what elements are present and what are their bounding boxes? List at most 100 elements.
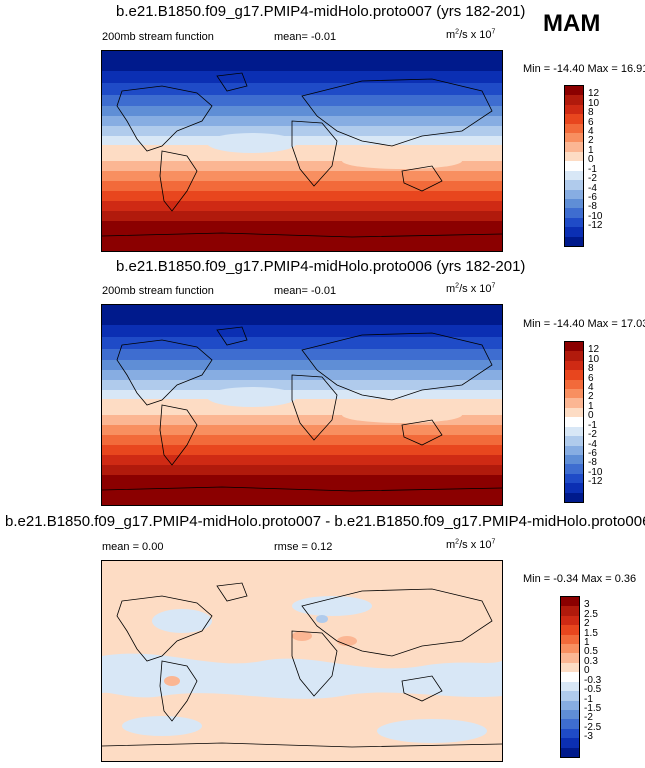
colorbar-tick-label: 0 [588,410,594,422]
colorbar-tick-label: 2 [584,618,590,630]
colorbar-swatch [561,597,579,607]
colorbar-swatch [561,747,579,757]
panel-3-mean-label: mean = 0.00 [102,541,164,553]
colorbar-swatch [565,370,583,380]
colorbar-swatch [561,691,579,701]
colorbar-swatch [561,662,579,673]
panel-3-minmax-label: Min = -0.34 Max = 0.36 [523,573,637,585]
panel-1-variable-label: 200mb stream function [102,31,214,43]
colorbar-swatch [565,342,583,352]
colorbar-swatch [565,217,583,228]
panel-2-coastlines [102,326,502,492]
panel-3-title: b.e21.B1850.f09_g17.PMIP4-midHolo.proto0… [5,513,645,530]
panel-2-variable-label: 200mb stream function [102,285,214,297]
colorbar-swatch [565,104,583,115]
colorbar-swatch [565,161,583,171]
colorbar-swatch [565,189,583,199]
colorbar-tick-label: -12 [588,476,603,488]
panel-1-coastlines [102,72,502,238]
panel-2-map [101,304,503,506]
panel-2-units-label: m2/s x 107 [446,282,496,295]
colorbar-swatch [561,672,579,682]
colorbar-swatch [565,170,583,181]
colorbar-swatch [565,360,583,371]
colorbar-tick-label: 0.5 [584,646,598,658]
season-label: MAM [543,10,601,37]
colorbar-tick-label: 10 [588,97,600,109]
panel-1-units-label: m2/s x 107 [446,28,496,41]
colorbar-tick-label: 0 [588,154,594,166]
colorbar-swatch [561,625,579,635]
colorbar-tick-label: 3 [584,599,590,611]
panel-1-colorbar [564,85,584,247]
panel-3-map [101,560,503,762]
colorbar-swatch [565,398,583,408]
panel-2-minmax-label: Min = -14.40 Max = 17.03 [523,318,645,330]
colorbar-tick-label: -1 [584,693,593,705]
colorbar-swatch [565,417,583,427]
colorbar-tick-label: 6 [588,116,594,128]
colorbar-swatch [565,483,583,493]
colorbar-tick-label: 4 [588,126,594,138]
panel-3-coastlines [102,582,502,748]
colorbar-swatch [565,180,583,190]
colorbar-swatch [565,445,583,455]
colorbar-tick-label: -4 [588,438,597,450]
colorbar-tick-label: 2 [588,391,594,403]
colorbar-tick-label: -8 [588,457,597,469]
colorbar-tick-label: 6 [588,372,594,384]
colorbar-tick-label: -1 [588,163,597,175]
colorbar-swatch [565,407,583,418]
colorbar-tick-label: 12 [588,88,600,100]
colorbar-tick-label: 0.3 [584,655,598,667]
colorbar-swatch [561,728,579,739]
colorbar-swatch [565,114,583,124]
colorbar-swatch [565,123,583,134]
colorbar-swatch [565,492,583,502]
colorbar-swatch [565,379,583,390]
colorbar-tick-label: -10 [588,466,603,478]
colorbar-tick-label: 1.5 [584,627,598,639]
panel-3-colorbar [560,596,580,758]
colorbar-tick-label: 1 [584,637,590,649]
colorbar-tick-label: -2 [588,173,597,185]
panel-1-title: b.e21.B1850.f09_g17.PMIP4-midHolo.proto0… [116,3,526,20]
colorbar-swatch [561,719,579,729]
colorbar-tick-label: -2 [584,712,593,724]
colorbar-swatch [565,436,583,446]
colorbar-tick-label: -2.5 [584,721,602,733]
colorbar-swatch [565,208,583,218]
colorbar-swatch [561,709,579,720]
colorbar-swatch [565,464,583,474]
colorbar-tick-label: 8 [588,363,594,375]
colorbar-tick-label: -1 [588,419,597,431]
colorbar-tick-label: -12 [588,220,603,232]
colorbar-swatch [561,615,579,626]
colorbar-swatch [561,738,579,748]
colorbar-tick-label: -6 [588,191,597,203]
colorbar-tick-label: -10 [588,210,603,222]
colorbar-swatch [565,95,583,105]
panel-1-mean-label: mean= -0.01 [274,31,337,43]
panel-3-rmse-label: rmse = 0.12 [274,541,333,553]
colorbar-tick-label: 2 [588,135,594,147]
colorbar-tick-label: -0.5 [584,684,602,696]
colorbar-swatch [565,227,583,237]
colorbar-swatch [565,133,583,143]
panel-2-mean-label: mean= -0.01 [274,285,337,297]
colorbar-tick-label: -2 [588,429,597,441]
colorbar-tick-label: -8 [588,201,597,213]
colorbar-swatch [565,473,583,484]
colorbar-tick-label: 1 [588,144,594,156]
panel-3-field-patches [102,561,502,761]
colorbar-tick-label: 8 [588,107,594,119]
colorbar-swatch [565,389,583,399]
colorbar-tick-label: 4 [588,382,594,394]
panel-1-field-bands [102,51,502,251]
panel-3-units-label: m2/s x 107 [446,538,496,551]
panel-1-map [101,50,503,252]
panel-2-title: b.e21.B1850.f09_g17.PMIP4-midHolo.proto0… [116,258,526,275]
colorbar-swatch [565,236,583,246]
colorbar-swatch [565,86,583,96]
colorbar-tick-label: -1.5 [584,702,602,714]
